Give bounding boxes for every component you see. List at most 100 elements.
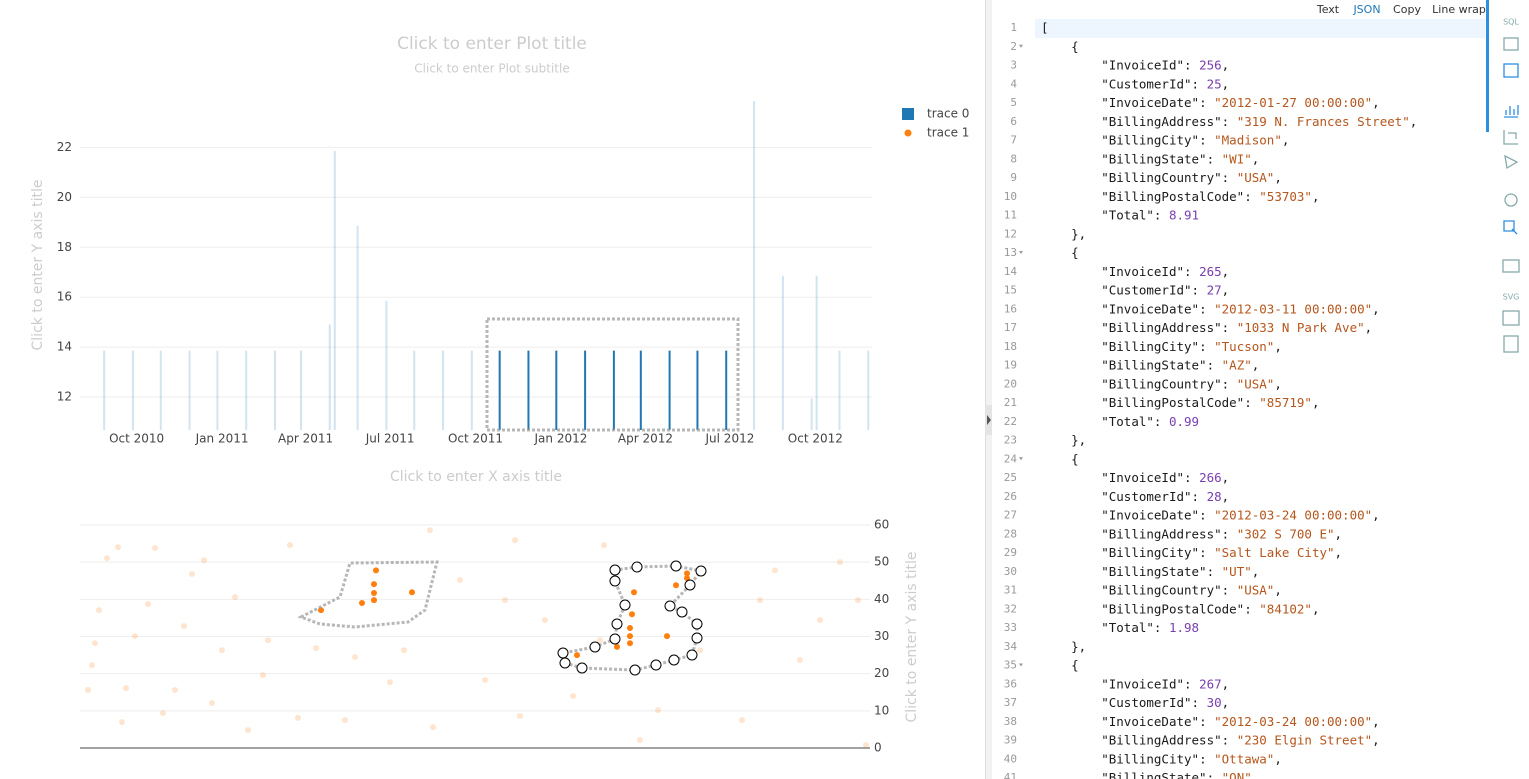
lasso-selection[interactable] [561,564,704,672]
point [189,571,195,578]
point [614,643,620,650]
splitter[interactable] [985,0,992,779]
line-number: 16 [1004,302,1017,315]
lasso-vertex[interactable] [609,575,621,587]
toolbar-button[interactable]: Copy [1393,3,1421,16]
x-tick-label: Jul 2012 [705,432,755,446]
chart-icon[interactable] [1504,105,1519,118]
point [245,727,251,734]
line-number: 2 [1010,40,1017,53]
legend-entry[interactable]: trace 1 [927,126,969,140]
sql-icon[interactable]: SQL [1503,18,1519,27]
lasso-vertex[interactable] [668,654,680,666]
plot-title[interactable]: Click to enter Plot title [397,34,587,54]
line-number: 15 [1004,284,1017,297]
lasso-vertex[interactable] [670,560,682,572]
point [684,570,690,577]
splitter-arrow [987,415,991,425]
scrollbar-thumb[interactable] [1486,0,1489,132]
y-tick-label: 60 [874,518,889,532]
lasso-vertex[interactable] [559,657,571,669]
code-line: "InvoiceDate": "2012-03-24 00:00:00", [1041,507,1380,522]
bar [470,350,473,430]
lasso-vertex[interactable] [619,599,631,611]
point [664,633,670,640]
y-tick-label: 18 [57,240,72,254]
y-tick-label: 40 [874,592,889,606]
code-line: "BillingState": "WI", [1041,151,1259,166]
bar [639,350,642,430]
code-icon[interactable] [1502,310,1520,326]
line-number: 27 [1004,509,1017,522]
camera-icon[interactable] [1502,259,1520,273]
lasso-vertex[interactable] [684,579,696,591]
lasso-vertex[interactable] [557,647,569,659]
code-line: "BillingCity": "Tucson", [1041,338,1282,353]
lasso-vertex[interactable] [650,659,662,671]
line-number: 24 [1004,452,1018,465]
fold-toggle[interactable] [1019,251,1023,254]
line-number: 29 [1004,546,1017,559]
clipboard-icon[interactable] [1503,335,1519,353]
table-icon[interactable] [1503,37,1519,51]
y-axis-title[interactable]: Click to enter Y axis title [30,180,46,351]
lasso-vertex[interactable] [611,618,623,630]
lasso-vertex[interactable] [631,561,643,573]
code-line: }, [1041,432,1086,447]
lasso-vertex[interactable] [664,600,676,612]
legend-swatch [904,129,912,137]
bar [328,324,331,430]
plot-subtitle[interactable]: Click to enter Plot subtitle [414,62,569,76]
point [597,637,603,644]
lasso-vertex[interactable] [609,633,621,645]
code-line: "BillingState": "AZ", [1041,357,1259,372]
bar [584,350,587,430]
bar [696,350,699,430]
plot-panel: Click to enter Plot title Click to enter… [30,34,969,755]
code-line: "BillingCity": "Ottawa", [1041,751,1282,766]
code-line: { [1041,38,1079,53]
fold-toggle[interactable] [1019,663,1023,667]
fold-toggle[interactable] [1019,457,1023,461]
lasso-vertex[interactable] [686,649,698,661]
active-line [1035,19,1485,38]
code-line: { [1041,451,1079,466]
lasso-vertex[interactable] [609,564,621,576]
toolbar-button[interactable]: JSON [1352,3,1380,16]
graph-icon[interactable] [1504,154,1519,170]
y-axis-title[interactable]: Click to enter Y axis title [904,552,920,723]
lasso-vertex[interactable] [676,606,688,618]
lasso-vertices[interactable] [557,560,707,676]
line-number: 37 [1004,696,1017,709]
box-selection[interactable] [485,317,740,432]
point [457,577,463,584]
line-number: 23 [1004,434,1017,447]
point [172,687,178,694]
fold-toggle[interactable] [1019,44,1023,48]
point [89,662,95,669]
line-number: 21 [1004,396,1017,409]
x-axis-title[interactable]: Click to enter X axis title [390,469,562,485]
lasso-vertex[interactable] [691,632,703,644]
pivot-icon[interactable] [1503,130,1518,145]
toolbar-button[interactable]: Line wrap [1432,3,1486,16]
x-tick-label: Jul 2011 [365,432,415,446]
bar [838,350,841,430]
search-icon[interactable] [1503,220,1518,235]
point [160,710,166,717]
lasso-selection[interactable] [297,560,439,629]
lasso-vertex[interactable] [691,618,703,630]
lasso-vertex[interactable] [576,662,588,674]
settings-icon[interactable] [1504,193,1518,207]
point [92,640,98,647]
line-number: 13 [1004,246,1017,259]
image-icon[interactable] [1503,63,1519,78]
svg-icon[interactable]: SVG [1503,293,1520,302]
legend-entry[interactable]: trace 0 [927,107,969,121]
point [409,589,415,596]
toolbar-button[interactable]: Text [1316,3,1340,16]
lasso-vertex[interactable] [629,664,641,676]
lasso-vertex[interactable] [695,565,707,577]
lasso-vertex[interactable] [589,641,601,653]
code-line: "InvoiceId": 267, [1041,676,1229,691]
